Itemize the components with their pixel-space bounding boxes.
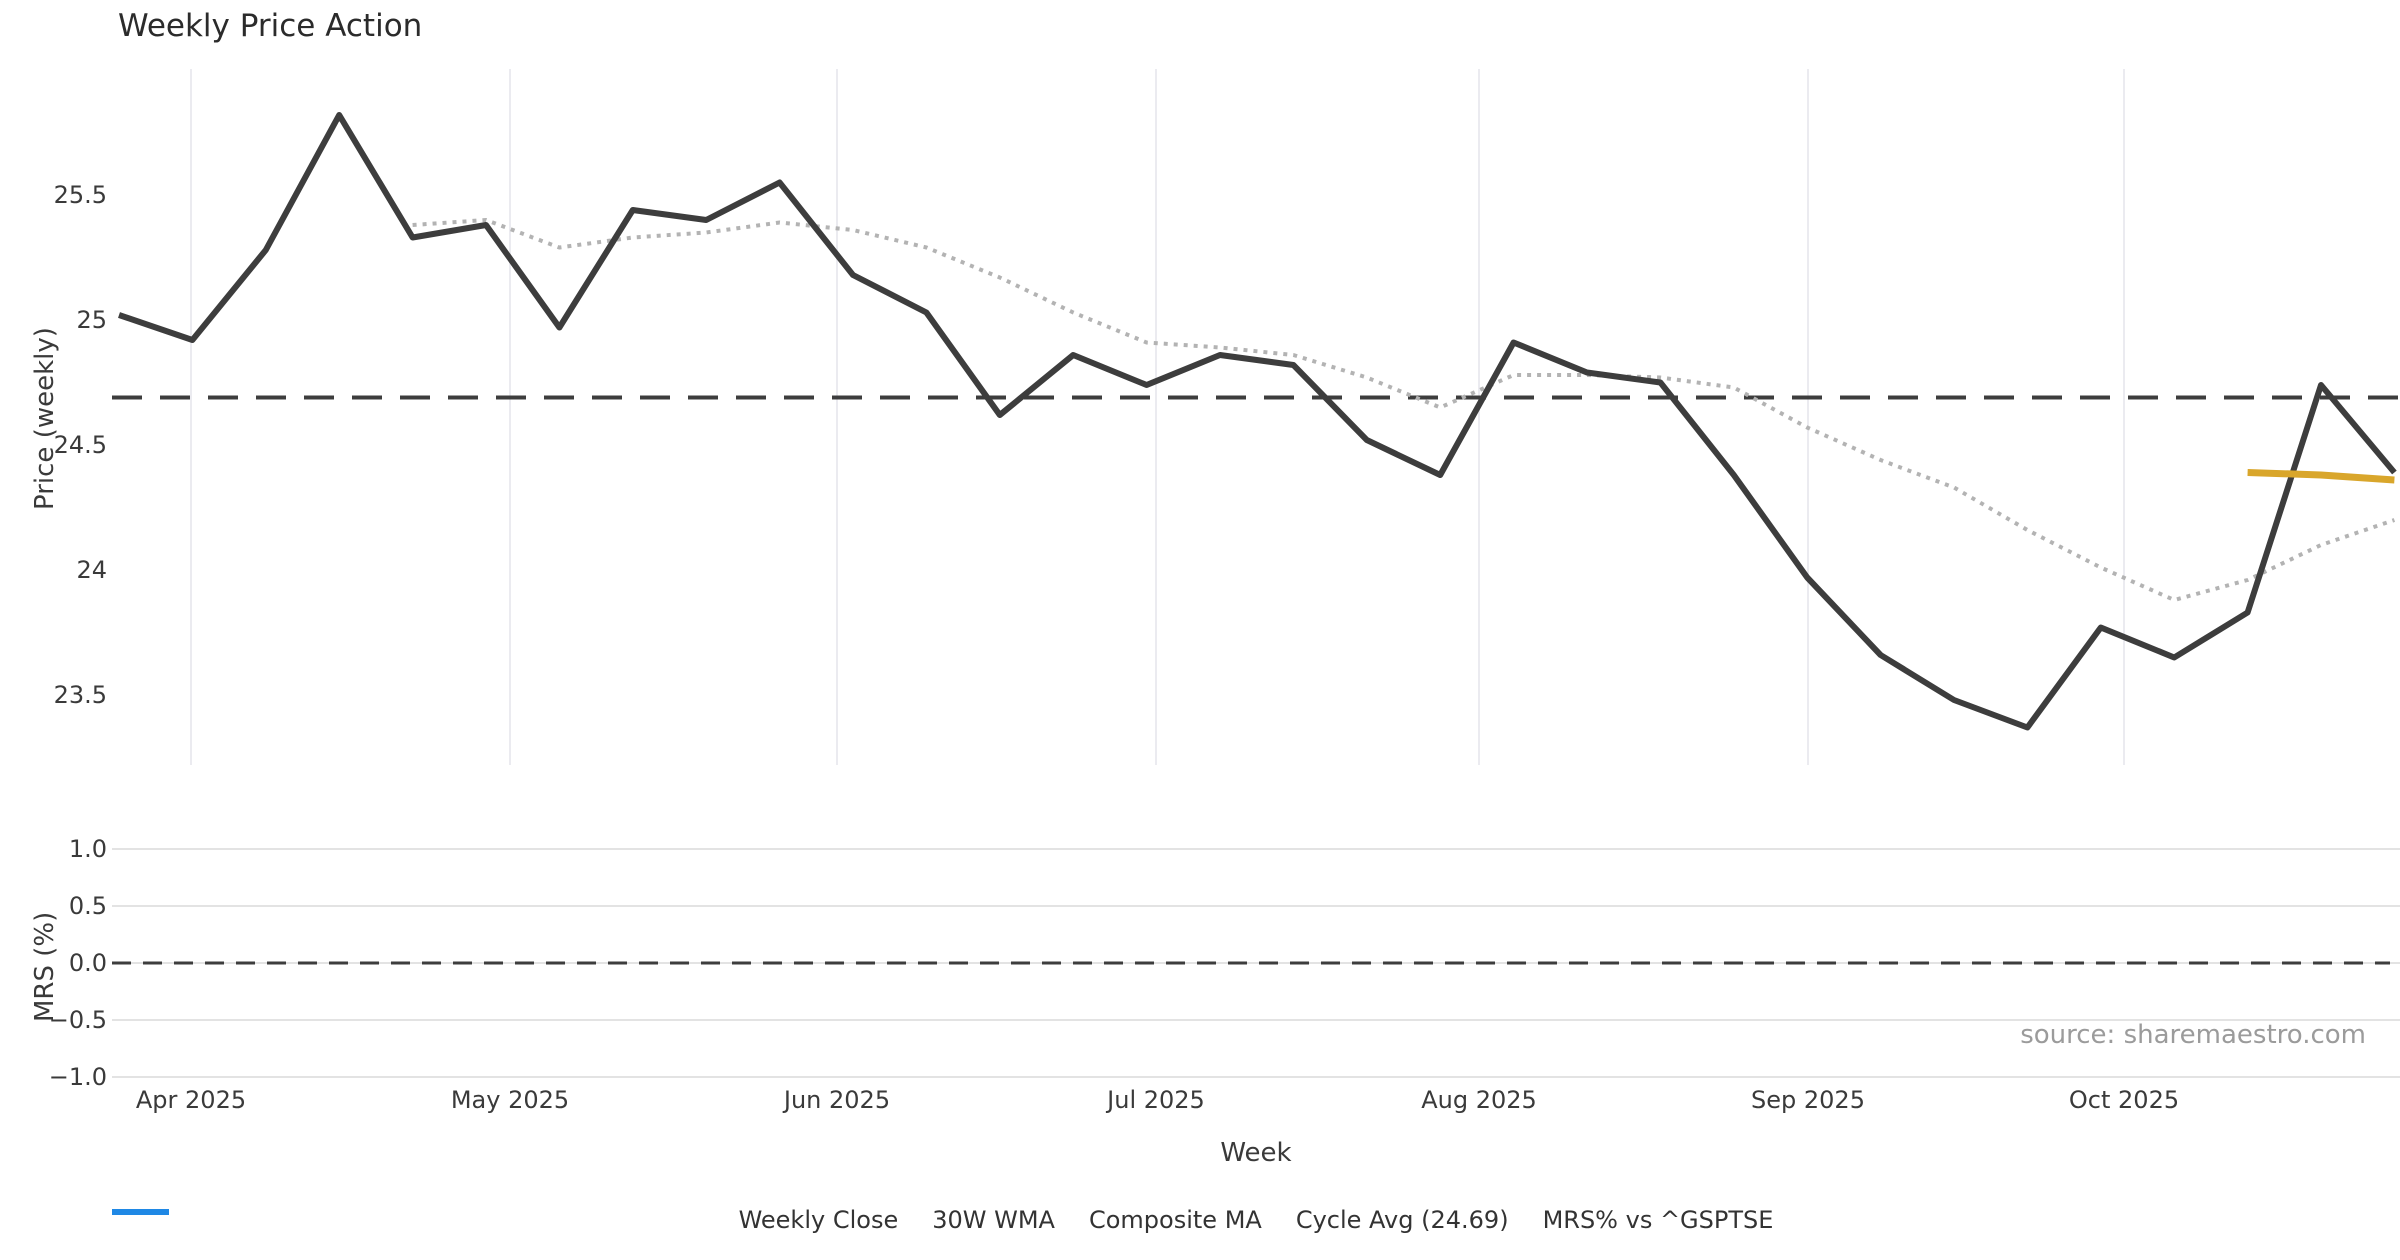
composite-ma-line (412, 218, 2396, 602)
legend: Weekly Close 30W WMA Composite MA Cycle Avg… (112, 1206, 2400, 1234)
price-tick-label: 24 (76, 556, 107, 584)
legend-label: MRS% vs ^GSPTSE (1542, 1206, 1774, 1234)
price-tick-label: 24.5 (53, 431, 107, 459)
month-tick-label: May 2025 (450, 1086, 570, 1114)
legend-label: Cycle Avg (24.69) (1295, 1206, 1509, 1234)
mrs-tick-label: 0.0 (68, 949, 107, 977)
month-tick-label: Aug 2025 (1421, 1086, 1537, 1114)
price-axis-label: Price (weekly) (30, 327, 60, 510)
30w-wma-line (2247, 469, 2395, 484)
month-tick-label: Oct 2025 (2068, 1086, 2180, 1114)
price-tick-label: 25.5 (53, 181, 107, 209)
legend-item-weekly-close: Weekly Close (112, 1206, 899, 1234)
mrs-axis-label: MRS (%) (30, 911, 60, 1022)
month-tick-label: Jul 2025 (1107, 1086, 1205, 1114)
legend-item-cycle-avg: Cycle Avg (24.69) (112, 1206, 1509, 1234)
week-axis-label: Week (1220, 1138, 1292, 1168)
price-tick-label: 25 (76, 306, 107, 334)
legend-item-composite-ma: Composite MA (112, 1206, 1262, 1234)
legend-item-wma-30w: 30W WMA (112, 1206, 1055, 1234)
mrs-tick-label: 1.0 (68, 835, 107, 863)
mrs-tick-label: −1.0 (48, 1063, 107, 1091)
weekly-close-line (118, 112, 2397, 731)
chart-title: Weekly Price Action (118, 8, 423, 44)
legend-label: Composite MA (1088, 1206, 1262, 1234)
month-tick-label: Apr 2025 (135, 1086, 247, 1114)
mrs-tick-label: 0.5 (68, 892, 107, 920)
price-tick-label: 23.5 (53, 681, 107, 709)
legend-label: 30W WMA (932, 1206, 1055, 1234)
source-text: source: sharemaestro.com (2020, 1020, 2366, 1050)
legend-item-mrs: MRS% vs ^GSPTSE (112, 1206, 1774, 1234)
mrs-legend-swatch-icon (112, 1209, 169, 1215)
month-tick-label: Jun 2025 (783, 1086, 891, 1114)
month-tick-label: Sep 2025 (1751, 1086, 1865, 1114)
legend-label: Weekly Close (738, 1206, 899, 1234)
mrs-tick-label: −0.5 (48, 1006, 107, 1034)
